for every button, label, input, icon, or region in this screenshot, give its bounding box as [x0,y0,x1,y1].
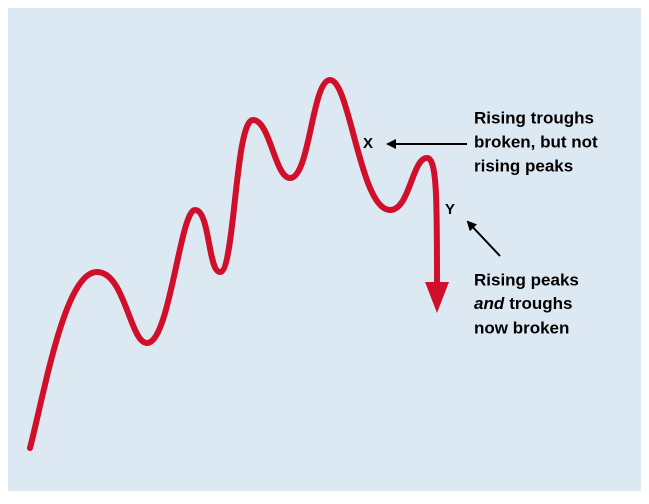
annotation-line: Rising peaks [474,270,579,289]
annotation-line: broken, but not [474,132,598,151]
annotation-italic: and [474,294,505,313]
annotation-text: troughs [509,294,572,313]
label-y: Y [445,201,455,218]
label-x: X [363,135,373,152]
annotation-line: Rising troughs [474,108,594,127]
annotation-line: rising peaks [474,156,573,175]
price-curve [27,76,440,451]
arrow-y [466,220,501,257]
annotation-1: Rising troughs broken, but not rising pe… [474,108,598,175]
annotation-line: now broken [474,318,569,337]
annotation-line: and troughs [474,294,573,313]
annotation-2: Rising peaks and troughs now broken [474,270,579,337]
curve-arrowhead [425,282,449,313]
